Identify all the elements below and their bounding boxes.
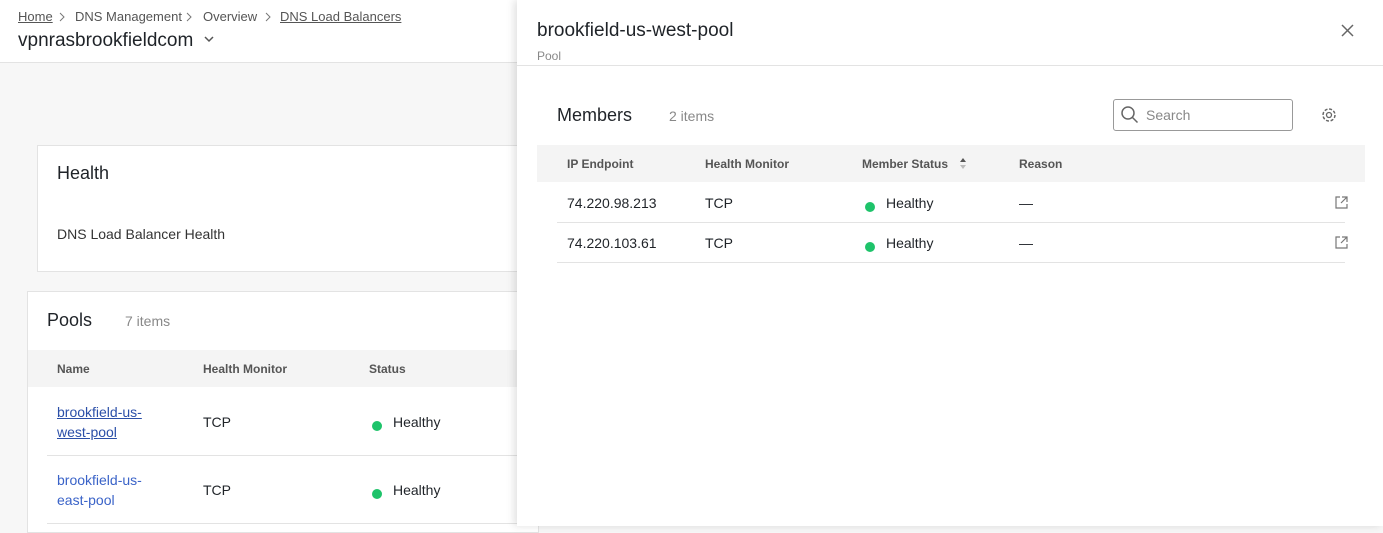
cell: TCP (705, 235, 733, 251)
breadcrumb-link[interactable]: Home (18, 9, 53, 24)
cell: 74.220.103.61 (567, 235, 657, 251)
sort-icon[interactable] (959, 157, 967, 170)
row-divider (47, 455, 527, 456)
health-card (37, 145, 539, 272)
cell: — (1019, 195, 1033, 211)
card-title: Health (57, 163, 110, 183)
cell: Healthy (886, 195, 934, 211)
cell: TCP (203, 482, 231, 498)
item-count: 2 items (669, 108, 715, 124)
status-dot (372, 485, 394, 503)
section-title: Members (557, 105, 633, 125)
chevron (265, 12, 271, 22)
column-header: IP Endpoint (567, 157, 634, 171)
table-header (537, 145, 1365, 182)
cell: Healthy (886, 235, 934, 251)
panel-title: brookfield-us-west-pool (537, 20, 734, 41)
status-dot (865, 238, 887, 256)
breadcrumb-link[interactable]: DNS Load Balancers (280, 9, 402, 24)
top-bar (0, 0, 517, 63)
column-header[interactable]: Member Status (862, 157, 949, 171)
settings-button[interactable] (1320, 106, 1338, 124)
row-divider (557, 222, 1345, 223)
chevron (59, 12, 65, 22)
zone-name[interactable]: vpnrasbrookfieldcom (18, 30, 194, 51)
column-header: Health Monitor (705, 157, 789, 171)
close-button[interactable] (1341, 24, 1354, 37)
search-icon (1121, 106, 1139, 124)
panel-subtitle: Pool (537, 49, 562, 63)
column-header: Reason (1019, 157, 1063, 171)
status-dot (372, 417, 394, 435)
external-link[interactable] (1335, 236, 1348, 249)
card-subtitle: DNS Load Balancer Health (57, 226, 226, 242)
dropdown-icon[interactable] (204, 35, 214, 43)
item-count: 7 items (125, 313, 171, 329)
column-header: Name (57, 362, 90, 376)
pools-card (27, 291, 539, 533)
column-header: Health Monitor (203, 362, 287, 376)
breadcrumb-item[interactable]: DNS Management (75, 9, 182, 24)
search-placeholder: Search (1146, 107, 1191, 123)
status-dot (865, 198, 887, 216)
cell: — (1019, 235, 1033, 251)
side-panel (517, 0, 1383, 526)
row-divider (557, 262, 1345, 263)
pool-link[interactable]: brookfield-us-east-pool (57, 472, 142, 508)
pool-link[interactable]: brookfield-us-west-pool (57, 404, 142, 440)
cell: TCP (203, 414, 231, 430)
breadcrumb-item[interactable]: Overview (203, 9, 258, 24)
column-header: Status (369, 362, 406, 376)
card-title: Pools (47, 310, 93, 330)
cell: 74.220.98.213 (567, 195, 657, 211)
external-link[interactable] (1335, 196, 1348, 209)
cell: TCP (705, 195, 733, 211)
divider (517, 65, 1383, 66)
search-input[interactable] (1113, 99, 1293, 131)
chevron (186, 12, 192, 22)
cell: Healthy (393, 414, 441, 430)
row-divider (47, 523, 527, 524)
table-header (28, 350, 528, 387)
cell: Healthy (393, 482, 441, 498)
